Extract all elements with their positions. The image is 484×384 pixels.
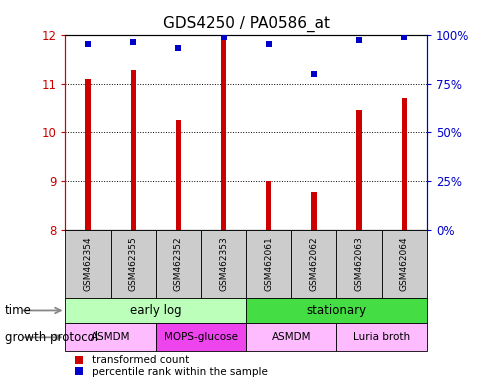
Text: GSM462062: GSM462062	[309, 237, 318, 291]
Text: MOPS-glucose: MOPS-glucose	[164, 332, 238, 343]
Bar	[336, 323, 426, 351]
Bar	[220, 37, 226, 230]
Bar	[65, 323, 155, 351]
Bar	[245, 230, 291, 298]
Text: growth protocol: growth protocol	[5, 331, 98, 344]
Text: GSM462353: GSM462353	[219, 237, 227, 291]
Bar	[65, 298, 245, 323]
Text: GSM462061: GSM462061	[264, 237, 272, 291]
Text: GSM462063: GSM462063	[354, 237, 363, 291]
Bar	[85, 79, 91, 230]
Title: GDS4250 / PA0586_at: GDS4250 / PA0586_at	[162, 16, 329, 32]
Text: GSM462352: GSM462352	[174, 237, 182, 291]
Bar	[311, 192, 316, 230]
Bar	[336, 230, 381, 298]
Bar	[110, 230, 155, 298]
Text: GSM462064: GSM462064	[399, 237, 408, 291]
Bar	[401, 98, 406, 230]
Bar	[200, 230, 245, 298]
Bar	[175, 120, 181, 230]
Bar	[356, 111, 361, 230]
Bar	[245, 323, 336, 351]
Bar	[130, 70, 136, 230]
Bar	[65, 230, 110, 298]
Text: ASMDM: ASMDM	[91, 332, 130, 343]
Text: time: time	[5, 304, 31, 317]
Text: GSM462355: GSM462355	[128, 237, 137, 291]
Text: ASMDM: ASMDM	[271, 332, 310, 343]
Bar	[381, 230, 426, 298]
Text: stationary: stationary	[306, 304, 366, 317]
Text: Luria broth: Luria broth	[352, 332, 409, 343]
Bar	[245, 298, 426, 323]
Bar	[155, 323, 245, 351]
Text: early log: early log	[130, 304, 181, 317]
Bar	[155, 230, 200, 298]
Text: GSM462354: GSM462354	[83, 237, 92, 291]
Bar	[265, 182, 271, 230]
Legend: transformed count, percentile rank within the sample: transformed count, percentile rank withi…	[68, 355, 268, 377]
Bar	[291, 230, 336, 298]
